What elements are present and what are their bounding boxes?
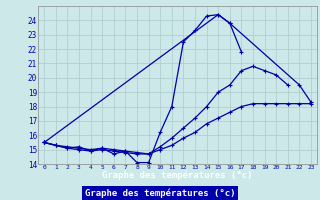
X-axis label: Graphe des températures (°c): Graphe des températures (°c) [102, 170, 253, 180]
Text: Graphe des températures (°c): Graphe des températures (°c) [85, 188, 235, 198]
